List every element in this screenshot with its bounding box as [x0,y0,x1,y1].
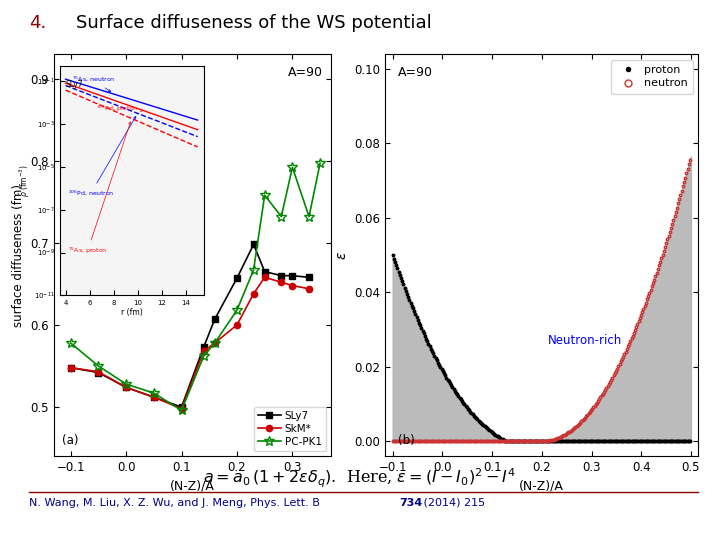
PC-PK1 [261,192,269,199]
proton [513,438,521,444]
SLy7 [249,241,258,248]
neutron [685,157,694,163]
PC-PK1 [305,213,313,220]
PC-PK1 [94,363,103,369]
Text: N. Wang, M. Liu, X. Z. Wu, and J. Meng, Phys. Lett. B: N. Wang, M. Liu, X. Z. Wu, and J. Meng, … [29,498,323,508]
SLy7 [305,274,313,281]
Line: neutron: neutron [392,159,691,443]
proton [685,438,694,444]
proton [509,438,518,444]
neutron [560,431,569,438]
Line: PC-PK1: PC-PK1 [66,158,325,415]
X-axis label: (N-Z)/A: (N-Z)/A [519,480,564,492]
PC-PK1 [66,340,75,346]
SLy7 [177,404,186,410]
SkM* [177,406,186,412]
neutron [674,200,683,207]
Text: Surface diffuseness of the WS potential: Surface diffuseness of the WS potential [76,14,431,31]
Legend: proton, neutron: proton, neutron [611,59,693,94]
Text: $a = a_0\,(1 + 2\varepsilon\delta_q)$.  Here, $\varepsilon = (I - I_0)^2 - I^4$: $a = a_0\,(1 + 2\varepsilon\delta_q)$. H… [204,467,516,490]
SLy7 [150,394,158,401]
proton [437,366,446,373]
SkM* [277,279,286,286]
PC-PK1 [199,353,208,360]
Line: SLy7: SLy7 [68,241,312,410]
PC-PK1 [277,213,286,220]
neutron [508,438,516,444]
SLy7 [94,369,103,376]
SLy7 [66,364,75,371]
Text: (a): (a) [63,434,78,447]
X-axis label: (N-Z)/A: (N-Z)/A [170,480,215,492]
Text: A=90: A=90 [288,66,323,79]
SkM* [199,348,208,354]
SkM* [94,368,103,375]
SLy7 [122,384,130,390]
SkM* [249,291,258,297]
SLy7 [277,273,286,279]
SkM* [305,286,313,292]
SLy7 [288,273,297,279]
SkM* [66,364,75,371]
SkM* [210,340,219,346]
proton [503,438,512,444]
PC-PK1 [122,381,130,387]
SkM* [233,322,241,328]
Line: SkM*: SkM* [68,274,312,412]
neutron [594,397,603,404]
PC-PK1 [177,407,186,414]
SkM* [261,274,269,281]
SkM* [150,394,158,401]
PC-PK1 [249,267,258,273]
neutron [388,438,397,444]
Text: Neutron-rich: Neutron-rich [548,334,622,347]
Text: A=90: A=90 [397,66,433,79]
Text: 734: 734 [400,498,423,508]
Y-axis label: surface diffuseness (fm): surface diffuseness (fm) [12,184,25,327]
proton [562,438,570,444]
SkM* [288,282,297,289]
PC-PK1 [288,164,297,171]
proton [595,438,603,444]
Text: (b): (b) [397,434,415,447]
Text: 4.: 4. [29,14,46,31]
neutron [437,438,446,444]
Y-axis label: ε: ε [335,252,348,259]
proton [388,252,397,258]
PC-PK1 [316,160,325,166]
SLy7 [233,275,241,281]
neutron [511,438,520,444]
Text: (2014) 215: (2014) 215 [420,498,485,508]
proton [675,438,683,444]
Legend: SLy7, SkM*, PC-PK1: SLy7, SkM*, PC-PK1 [253,407,326,451]
PC-PK1 [150,390,158,396]
Line: proton: proton [392,254,691,443]
PC-PK1 [210,340,219,346]
PC-PK1 [233,307,241,313]
SLy7 [210,316,219,322]
SLy7 [199,344,208,350]
SkM* [122,384,130,390]
SLy7 [261,268,269,275]
